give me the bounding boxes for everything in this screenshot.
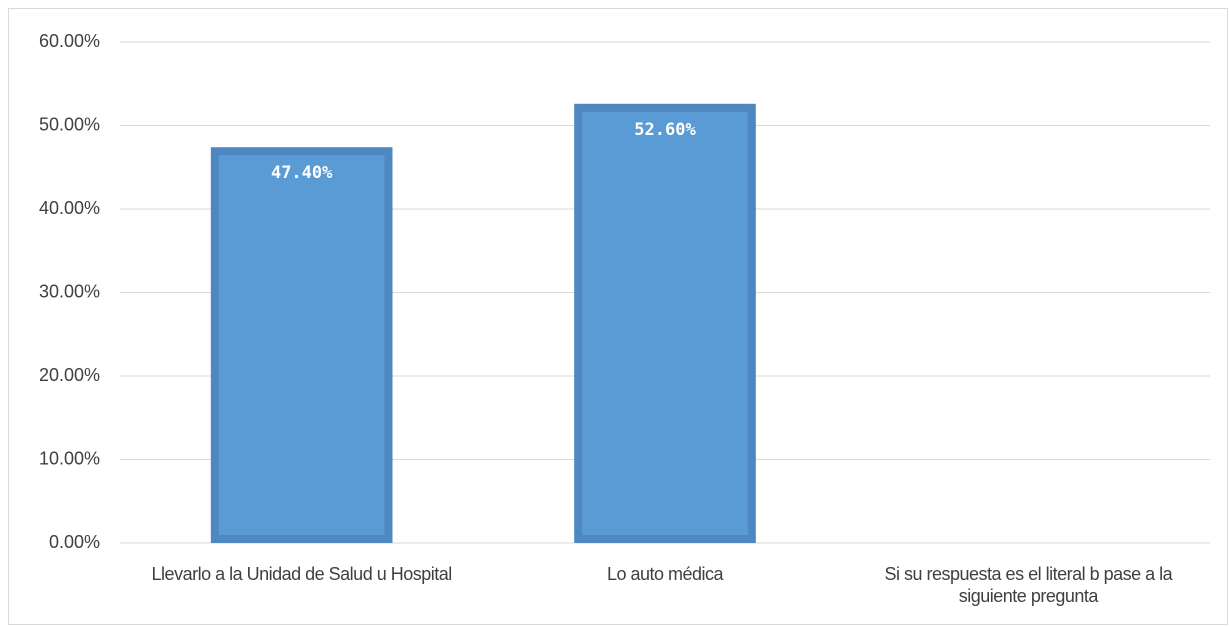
chart-border [8, 8, 1228, 625]
x-tick-label: Llevarlo a la Unidad de Salud u Hospital [151, 564, 453, 584]
y-tick-label: 20.00% [39, 365, 100, 385]
data-label: 47.40% [271, 163, 333, 183]
bar [210, 147, 393, 544]
y-tick-label: 50.00% [39, 114, 100, 134]
y-tick-label: 60.00% [39, 31, 100, 51]
x-tick-label: Si su respuesta es el literal b pase a l… [884, 564, 1173, 606]
data-label: 52.60% [634, 120, 696, 140]
y-tick-label: 30.00% [39, 281, 100, 301]
y-tick-label: 10.00% [39, 448, 100, 468]
y-tick-label: 40.00% [39, 198, 100, 218]
bar [574, 103, 756, 543]
x-tick-label: Lo auto médica [606, 564, 724, 584]
y-tick-label: 0.00% [49, 532, 100, 552]
